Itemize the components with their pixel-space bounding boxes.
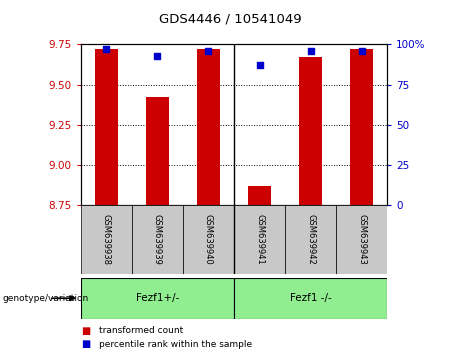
Text: GSM639941: GSM639941 [255, 215, 264, 265]
Point [102, 46, 110, 52]
Point [256, 62, 263, 68]
Bar [197, 49, 220, 205]
Point [205, 48, 212, 53]
Bar [336, 205, 387, 274]
Bar [146, 97, 169, 205]
Text: GSM639943: GSM639943 [357, 215, 366, 265]
Bar [132, 205, 183, 274]
Text: GDS4446 / 10541049: GDS4446 / 10541049 [159, 13, 302, 26]
Text: GSM639940: GSM639940 [204, 215, 213, 265]
Point [154, 53, 161, 58]
Bar [234, 205, 285, 274]
Bar [299, 57, 322, 205]
Text: ■: ■ [81, 326, 90, 336]
Text: GSM639939: GSM639939 [153, 215, 162, 265]
Bar [81, 205, 132, 274]
Text: percentile rank within the sample: percentile rank within the sample [99, 340, 252, 349]
Text: transformed count: transformed count [99, 326, 183, 336]
Text: GSM639938: GSM639938 [102, 214, 111, 266]
Point [358, 48, 366, 53]
Bar [95, 49, 118, 205]
Bar [350, 49, 373, 205]
Bar [234, 278, 387, 319]
Bar [81, 278, 234, 319]
Text: ■: ■ [81, 339, 90, 349]
Bar [183, 205, 234, 274]
Text: Fezf1+/-: Fezf1+/- [136, 293, 179, 303]
Point [307, 48, 314, 53]
Text: genotype/variation: genotype/variation [2, 294, 89, 303]
Text: GSM639942: GSM639942 [306, 215, 315, 265]
Bar [285, 205, 336, 274]
Bar [248, 186, 271, 205]
Text: Fezf1 -/-: Fezf1 -/- [290, 293, 331, 303]
